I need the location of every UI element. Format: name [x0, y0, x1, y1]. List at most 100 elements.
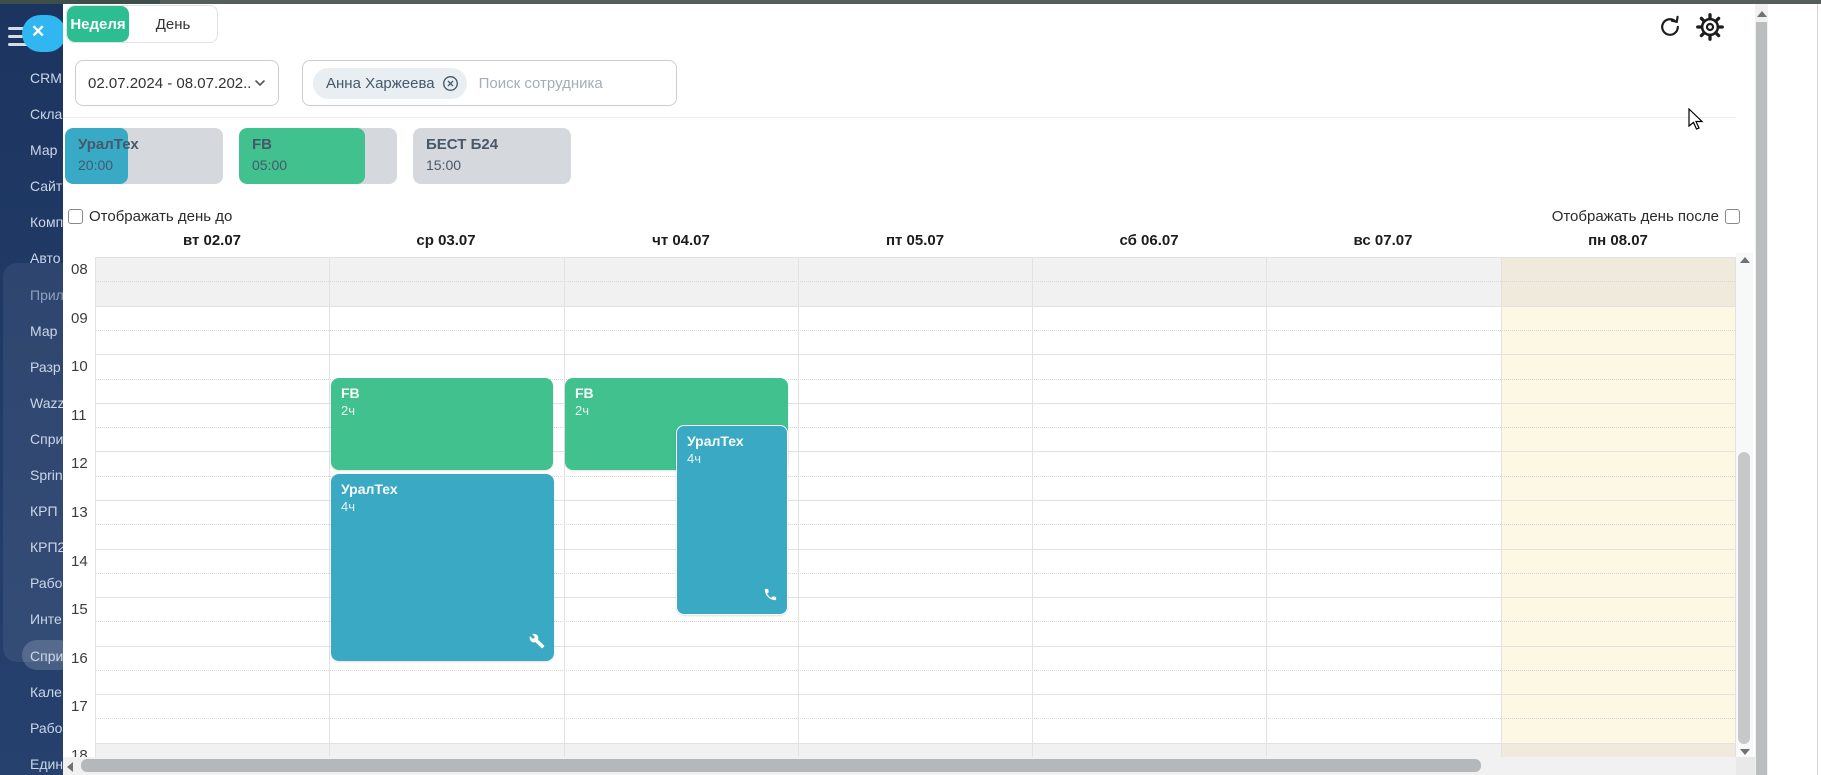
window-vertical-scrollbar[interactable]	[1755, 4, 1768, 775]
horizontal-scrollbar-thumb[interactable]	[81, 759, 1481, 772]
top-window-strip-left	[0, 0, 160, 4]
sidebar-item-company[interactable]: Комп	[30, 214, 63, 231]
workload-card-uraltech[interactable]: УралТех 20:00	[65, 128, 223, 184]
refresh-button[interactable]	[1655, 12, 1685, 42]
hour-label-16: 16	[71, 650, 88, 667]
sidebar-item-sklad[interactable]: Скла	[30, 106, 63, 123]
sidebar-item-unified[interactable]: Един	[30, 755, 63, 772]
column-line	[564, 257, 565, 761]
column-line	[95, 257, 96, 761]
sidebar-item-developers[interactable]: Разр	[30, 358, 61, 375]
week-grid[interactable]: 08 09 10 11 12 13 14 15 16 17 18 FB 2ч У…	[63, 253, 1736, 761]
window-scrollbar-thumb[interactable]	[1756, 22, 1767, 775]
scroll-up-button[interactable]	[1736, 253, 1753, 269]
sidebar-item-wazzup[interactable]: Wazz	[30, 394, 63, 411]
sidebar-item-integrations[interactable]: Инте	[30, 611, 62, 628]
hour-line	[95, 694, 1735, 695]
scrollbar-thumb[interactable]	[1738, 452, 1750, 744]
close-icon: ✕	[31, 22, 46, 41]
workload-card-time: 20:00	[78, 157, 114, 173]
hour-line	[95, 597, 1735, 598]
workload-card-best-b24[interactable]: БЕСТ Б24 15:00	[413, 128, 571, 184]
hour-line	[95, 403, 1735, 404]
refresh-icon	[1661, 15, 1679, 36]
sidebar-item-sites[interactable]: Сайт	[30, 178, 63, 195]
show-day-after-checkbox[interactable]	[1725, 209, 1740, 224]
employee-search-box[interactable]: Анна Харжеева	[302, 60, 677, 106]
event-fb-wed[interactable]: FB 2ч	[331, 378, 553, 470]
settings-button[interactable]	[1695, 12, 1725, 42]
horizontal-scrollbar[interactable]	[63, 757, 1736, 775]
hour-label-17: 17	[71, 698, 88, 715]
scroll-down-button[interactable]	[1736, 745, 1753, 761]
halfhour-line	[95, 621, 1735, 622]
event-title: УралТех	[341, 481, 398, 497]
chevron-down-icon	[255, 80, 265, 87]
phone-icon	[763, 587, 778, 607]
sidebar-item-sprints-2[interactable]: Спри	[30, 647, 63, 664]
sidebar-item-sprints-1[interactable]: Спри	[30, 430, 63, 447]
hour-line	[95, 306, 1735, 307]
halfhour-line	[95, 718, 1735, 719]
show-day-before-label: Отображать день до	[89, 208, 233, 225]
sidebar: CRM Скла Мар Сайт Комп Авто Прил Мар Раз…	[0, 4, 63, 775]
tab-week[interactable]: Неделя	[67, 6, 129, 42]
halfhour-line	[95, 670, 1735, 671]
sidebar-item-automation[interactable]: Авто	[30, 250, 61, 267]
close-panel-button[interactable]: ✕	[22, 15, 66, 52]
hour-line	[95, 646, 1735, 647]
employee-search-input[interactable]	[478, 74, 666, 92]
hour-label-12: 12	[71, 455, 88, 472]
sidebar-item-krp2[interactable]: КРП2	[30, 539, 63, 556]
event-duration: 4ч	[341, 499, 356, 514]
employee-chip: Анна Харжеева	[313, 67, 467, 99]
calendar-vertical-scrollbar[interactable]	[1736, 253, 1753, 761]
workload-card-time: 05:00	[252, 157, 288, 173]
show-day-before-checkbox[interactable]	[68, 209, 83, 224]
sidebar-item-work-1[interactable]: Рабо	[30, 575, 63, 592]
sidebar-item-sprint-en[interactable]: Sprin	[30, 467, 63, 484]
event-uraltech-wed[interactable]: УралТех 4ч	[331, 474, 554, 661]
event-uraltech-thu[interactable]: УралТех 4ч	[676, 425, 788, 615]
column-line	[1266, 257, 1267, 761]
column-line	[798, 257, 799, 761]
sidebar-item-apps[interactable]: Прил	[30, 286, 63, 303]
employee-chip-label: Анна Харжеева	[326, 74, 435, 92]
halfhour-line	[95, 427, 1735, 428]
window-scroll-up-icon[interactable]	[1756, 11, 1767, 17]
workload-fill	[239, 128, 366, 184]
hour-label-09: 09	[71, 310, 88, 327]
halfhour-line	[95, 281, 1735, 282]
hour-label-15: 15	[71, 601, 88, 618]
hour-label-10: 10	[71, 358, 88, 375]
halfhour-line	[95, 379, 1735, 380]
date-range-select[interactable]: 02.07.2024 - 08.07.202...	[75, 60, 279, 106]
scroll-left-button[interactable]	[63, 758, 79, 774]
event-duration: 4ч	[687, 451, 702, 466]
top-window-strip	[0, 0, 1821, 4]
sidebar-item-marketing[interactable]: Мар	[30, 142, 58, 159]
sidebar-item-krp[interactable]: КРП	[30, 503, 58, 520]
halfhour-line	[95, 330, 1735, 331]
toolbar-divider	[63, 117, 1736, 118]
workload-card-fb[interactable]: FB 05:00	[239, 128, 397, 184]
event-duration: 2ч	[341, 403, 356, 418]
hour-label-08: 08	[71, 261, 88, 278]
offhours-row-after18	[95, 743, 1735, 761]
event-title: FB	[341, 385, 360, 401]
window-edge-line	[1817, 4, 1818, 775]
event-title: УралТех	[687, 433, 744, 449]
hour-line	[95, 354, 1735, 355]
tab-day[interactable]: День	[155, 15, 191, 33]
wrench-icon	[529, 633, 545, 654]
sidebar-item-crm[interactable]: CRM	[30, 70, 62, 86]
arrow-up-icon	[1739, 257, 1750, 263]
chip-remove-icon[interactable]	[442, 75, 459, 92]
event-title: FB	[575, 385, 594, 401]
day-header-sun: вс 07.07	[1353, 232, 1413, 249]
sidebar-item-market[interactable]: Мар	[30, 322, 58, 339]
workload-card-title: БЕСТ Б24	[426, 136, 499, 153]
hour-line	[95, 549, 1735, 550]
sidebar-item-calendar[interactable]: Кале	[30, 683, 62, 700]
sidebar-item-work-2[interactable]: Рабо	[30, 719, 63, 736]
